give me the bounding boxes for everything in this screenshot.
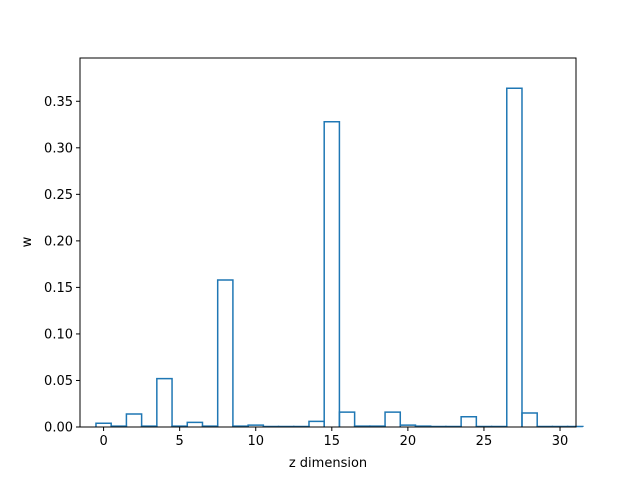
bar-15 bbox=[323, 120, 341, 427]
y-tick-label: 0.30 bbox=[44, 141, 73, 156]
bar-6 bbox=[186, 421, 204, 427]
bar-27 bbox=[506, 87, 523, 427]
bar-0 bbox=[95, 422, 112, 427]
y-tick-label: 0.00 bbox=[44, 421, 73, 436]
y-axis-label: w bbox=[20, 236, 35, 247]
bar-4 bbox=[156, 377, 173, 427]
ticks-layer: 0 5 10 15 20 25 30 0.00 0.05 0.10 0.15 0.20 0.25 0.30… bbox=[44, 95, 568, 449]
x-tick-label: 5 bbox=[176, 434, 184, 449]
x-axis-label: z dimension bbox=[289, 456, 367, 471]
y-tick-label: 0.10 bbox=[44, 327, 73, 342]
x-tick-label: 15 bbox=[324, 434, 341, 449]
y-tick-label: 0.25 bbox=[44, 188, 73, 203]
plot-area bbox=[80, 58, 576, 427]
bar-8 bbox=[216, 279, 234, 427]
x-tick-label: 0 bbox=[99, 434, 107, 449]
bar-2 bbox=[125, 413, 143, 427]
x-tick-label: 30 bbox=[552, 434, 569, 449]
y-tick-label: 0.05 bbox=[44, 374, 73, 389]
y-tick-label: 0.35 bbox=[44, 95, 73, 110]
x-tick-label: 20 bbox=[400, 434, 417, 449]
x-tick-label: 25 bbox=[476, 434, 493, 449]
y-tick-label: 0.20 bbox=[44, 234, 73, 249]
bar-19 bbox=[384, 411, 402, 427]
x-tick-label: 10 bbox=[247, 434, 264, 449]
bar-24 bbox=[460, 416, 478, 427]
bar-16 bbox=[338, 411, 356, 427]
bar-28 bbox=[521, 412, 538, 427]
plot-frame bbox=[79, 57, 577, 428]
y-tick-label: 0.15 bbox=[44, 281, 73, 296]
